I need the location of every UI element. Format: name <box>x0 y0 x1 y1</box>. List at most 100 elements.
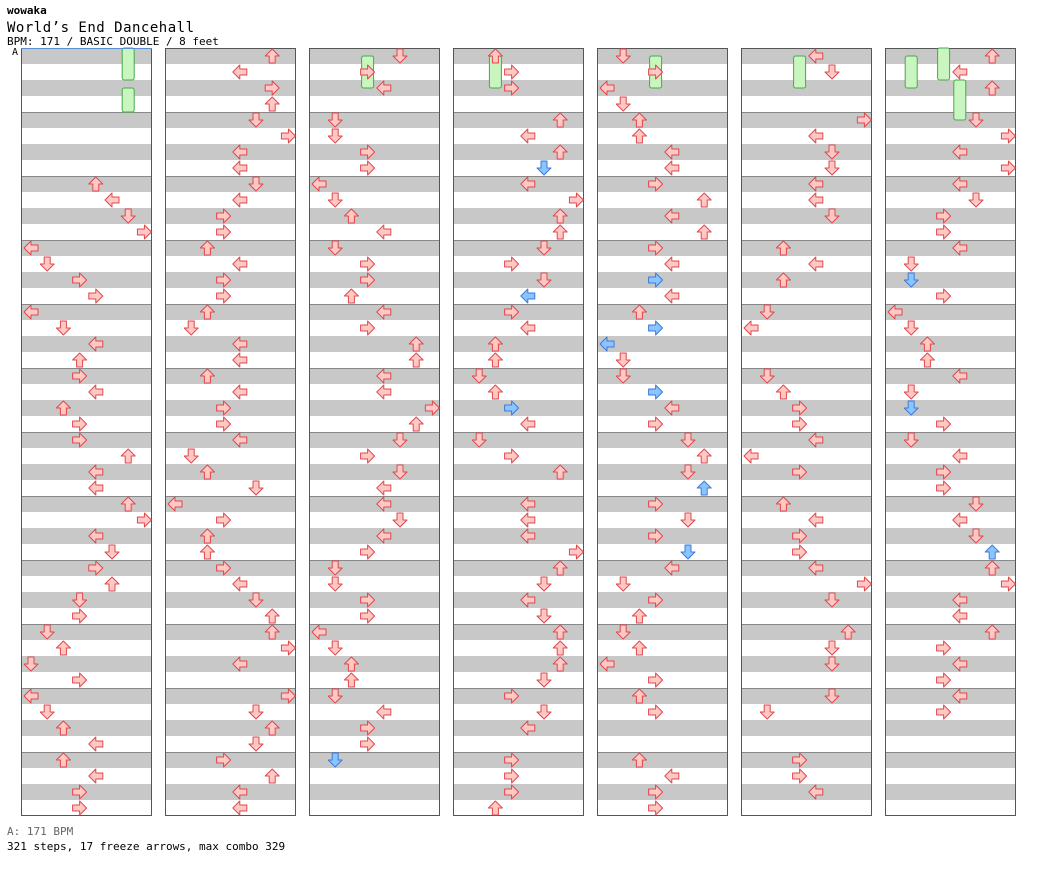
beat-stripe <box>165 240 296 256</box>
step-arrow-right <box>504 400 520 416</box>
step-arrow-right <box>504 752 520 768</box>
beat-stripe <box>453 48 584 64</box>
step-arrow-down <box>824 656 840 672</box>
step-arrow-left <box>88 768 104 784</box>
step-arrow-up <box>984 544 1000 560</box>
beat-stripe <box>597 80 728 96</box>
step-arrow-down <box>327 752 343 768</box>
beat-stripe <box>741 336 872 352</box>
step-arrow-left <box>952 512 968 528</box>
step-arrow-left <box>520 720 536 736</box>
beat-stripe <box>21 336 152 352</box>
beat-stripe <box>597 112 728 128</box>
step-arrow-down <box>471 432 487 448</box>
step-arrow-right <box>424 400 440 416</box>
beat-stripe <box>597 368 728 384</box>
step-arrow-up <box>120 496 136 512</box>
beat-stripe <box>309 208 440 224</box>
step-arrow-left <box>376 224 392 240</box>
beat-stripe <box>453 208 584 224</box>
step-arrow-left <box>520 512 536 528</box>
step-arrow-left <box>232 784 248 800</box>
beat-stripe <box>453 592 584 608</box>
step-arrow-right <box>648 528 664 544</box>
step-arrow-up <box>552 640 568 656</box>
beat-stripe <box>165 80 296 96</box>
step-arrow-left <box>808 176 824 192</box>
step-arrow-down <box>248 480 264 496</box>
beat-stripe <box>741 624 872 640</box>
step-arrow-left <box>376 368 392 384</box>
step-arrow-right <box>72 432 88 448</box>
bpm-marker-label: A <box>12 47 19 58</box>
bpm-legend: A: 171 BPM <box>7 825 74 838</box>
step-arrow-right <box>792 768 808 784</box>
step-arrow-left <box>88 464 104 480</box>
beat-stripe <box>309 336 440 352</box>
beat-stripe <box>741 176 872 192</box>
beat-stripe <box>309 400 440 416</box>
step-arrow-up <box>199 240 215 256</box>
beat-stripe <box>453 144 584 160</box>
beat-stripe <box>453 240 584 256</box>
step-arrow-right <box>216 400 232 416</box>
beat-stripe <box>21 48 152 64</box>
step-arrow-right <box>856 112 872 128</box>
step-arrow-right <box>504 80 520 96</box>
step-arrow-down <box>536 576 552 592</box>
step-arrow-down <box>183 448 199 464</box>
beat-stripe <box>597 336 728 352</box>
beat-stripe <box>309 528 440 544</box>
column-border <box>885 48 1016 816</box>
step-arrow-right <box>504 768 520 784</box>
beat-stripe <box>741 368 872 384</box>
step-arrow-down <box>248 112 264 128</box>
step-arrow-down <box>615 368 631 384</box>
freeze-arrow <box>937 47 951 81</box>
beat-stripe <box>21 144 152 160</box>
beat-stripe <box>741 496 872 512</box>
step-arrow-left <box>104 192 120 208</box>
step-arrow-up <box>552 112 568 128</box>
step-arrow-right <box>216 288 232 304</box>
step-arrow-right <box>792 464 808 480</box>
step-arrow-left <box>23 688 39 704</box>
step-arrow-right <box>360 592 376 608</box>
step-arrow-left <box>232 384 248 400</box>
step-arrow-right <box>792 544 808 560</box>
beat-stripe <box>597 752 728 768</box>
step-arrow-up <box>984 624 1000 640</box>
column-border <box>597 48 728 816</box>
step-arrow-right <box>280 688 296 704</box>
beat-stripe <box>885 432 1016 448</box>
step-arrow-up <box>552 208 568 224</box>
step-arrow-down <box>104 544 120 560</box>
step-arrow-left <box>376 304 392 320</box>
step-arrow-up <box>264 720 280 736</box>
step-arrow-up <box>55 400 71 416</box>
step-arrow-down <box>536 704 552 720</box>
step-arrow-left <box>376 704 392 720</box>
step-arrow-right <box>216 208 232 224</box>
step-arrow-up <box>408 336 424 352</box>
step-arrow-left <box>808 128 824 144</box>
step-arrow-right <box>936 416 952 432</box>
step-arrow-up <box>199 544 215 560</box>
step-arrow-left <box>952 368 968 384</box>
beat-stripe <box>885 752 1016 768</box>
step-arrow-left <box>88 336 104 352</box>
step-arrow-up <box>487 352 503 368</box>
step-arrow-down <box>903 320 919 336</box>
step-arrow-up <box>631 752 647 768</box>
step-arrow-up <box>199 368 215 384</box>
step-arrow-right <box>568 192 584 208</box>
step-arrow-right <box>360 272 376 288</box>
step-arrow-down <box>248 704 264 720</box>
step-arrow-up <box>408 416 424 432</box>
step-arrow-left <box>232 144 248 160</box>
beat-stripe <box>165 464 296 480</box>
step-arrow-down <box>824 64 840 80</box>
beat-stripe <box>741 48 872 64</box>
step-arrow-left <box>232 800 248 816</box>
chart-column <box>885 48 1016 816</box>
